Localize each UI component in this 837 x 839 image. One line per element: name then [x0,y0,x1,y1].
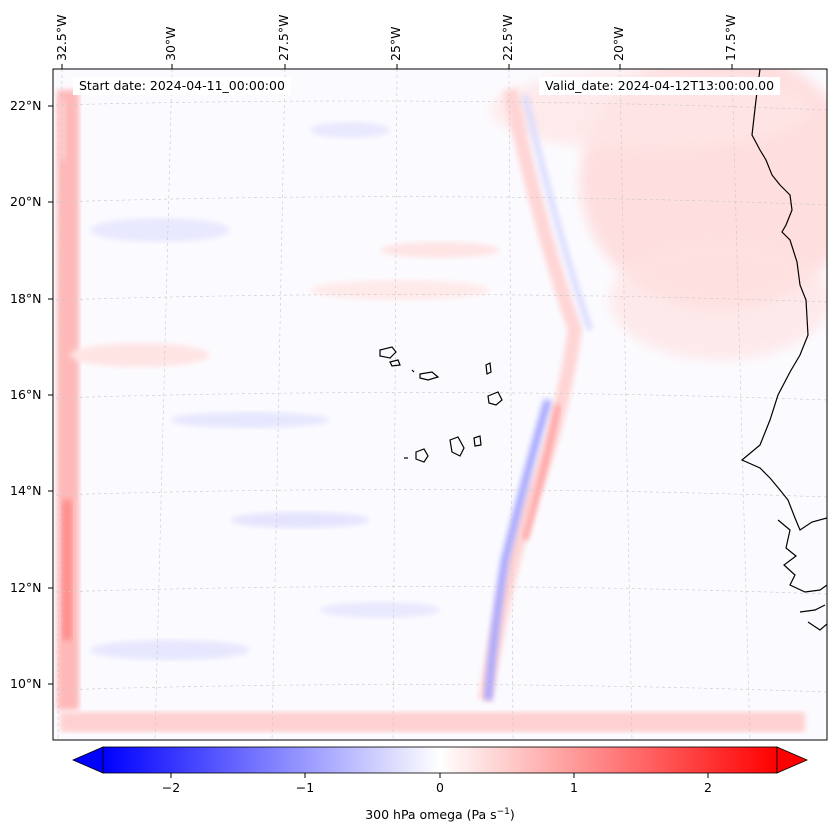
lon-label-32.5w: 32.5°W [54,14,69,61]
colorbar-tick-label: −2 [161,780,181,795]
colorbar-tick-label: 1 [570,780,578,795]
start-date-label: Start date: 2024-04-11_00:00:00 [73,77,291,95]
gridlines [55,69,827,740]
lat-label-12n: 12°N [10,580,42,595]
omega-field [53,69,827,740]
colorbar-tick-label: 0 [436,780,444,795]
lat-label-18n: 18°N [10,291,42,306]
colorbar-tick-label: 2 [704,780,712,795]
lon-label-30w: 30°W [163,26,178,61]
colorbar-extend-max [776,746,809,774]
lon-label-25w: 25°W [388,26,403,61]
lat-label-20n: 20°N [10,194,42,209]
cape-verde-islands [379,346,503,463]
colorbar [71,746,809,778]
lon-label-22.5w: 22.5°W [500,14,515,61]
lat-label-22n: 22°N [10,98,42,113]
lon-label-20w: 20°W [611,26,626,61]
lat-label-14n: 14°N [10,483,42,498]
map-frame [52,68,828,741]
colorbar-label: 300 hPa omega (Pa s−1) [365,807,515,823]
colorbar-ramp [102,746,778,774]
colorbar-tick-label: −1 [295,780,315,795]
lon-label-17.5w: 17.5°W [723,14,738,61]
lat-label-16n: 16°N [10,387,42,402]
lat-label-10n: 10°N [10,676,42,691]
axis-ticks [48,64,733,685]
colorbar-extend-min [71,746,104,774]
coastline [740,69,827,531]
valid-date-label: Valid_date: 2024-04-12T13:00:00.00 [539,77,781,95]
lon-label-27.5w: 27.5°W [276,14,291,61]
